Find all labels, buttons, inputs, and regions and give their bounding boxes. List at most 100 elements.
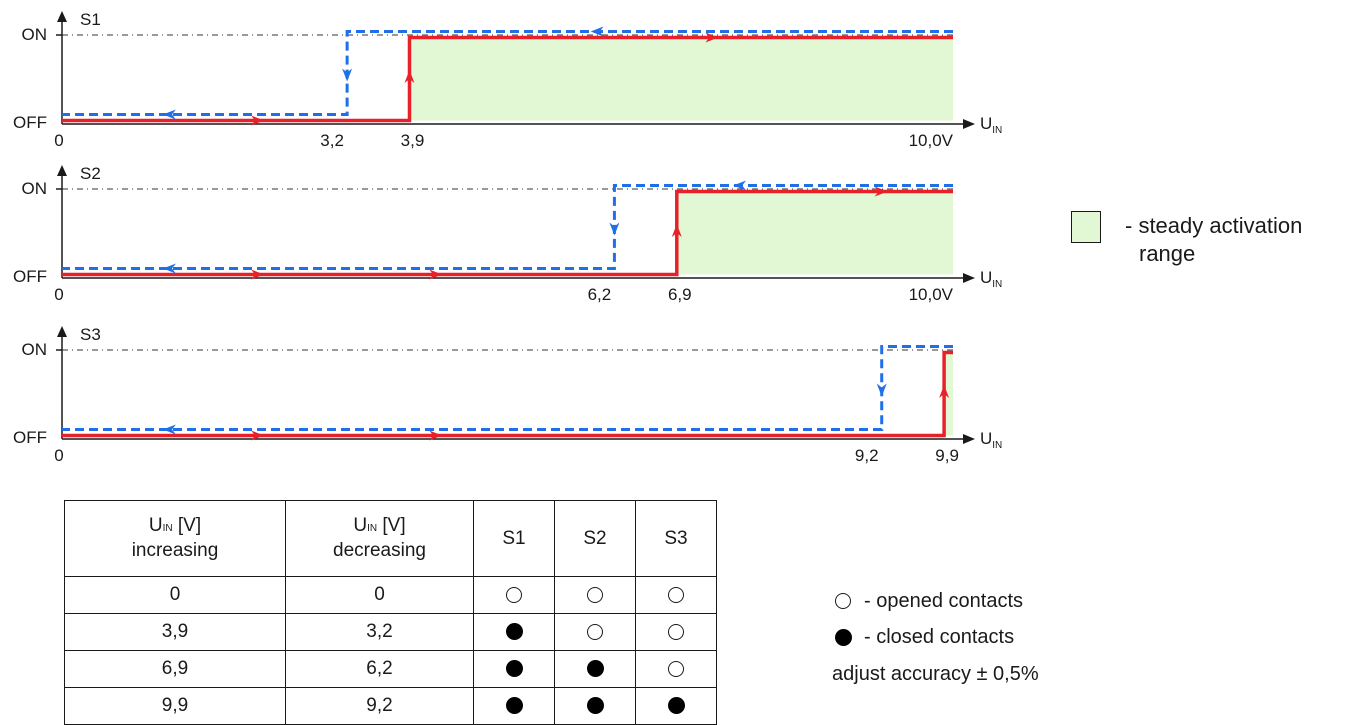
header-s1: S1 (473, 500, 555, 577)
x-tick-label: 6,9 (668, 285, 692, 304)
cell-state (635, 613, 717, 651)
off-state-label: OFF (13, 428, 47, 447)
switch-panel-2: S2 ON OFF UIN 0 6,2 6,9 10,0V (13, 164, 1002, 304)
table-row: 9,9 9,2 (64, 687, 717, 725)
cell-increasing: 9,9 (64, 687, 286, 725)
filled-circle-icon (834, 628, 852, 646)
cell-state (635, 687, 717, 725)
cell-state (473, 687, 555, 725)
direction-arrow-icon (404, 70, 415, 83)
cell-state (554, 613, 636, 651)
switching-table: UIN [V] increasing UIN [V] decreasing S1… (64, 500, 717, 725)
cell-state (473, 613, 555, 651)
steady-range-area (676, 191, 953, 275)
increasing-series-line (62, 350, 953, 438)
direction-arrow-icon (429, 269, 443, 280)
activation-legend-line2: range (1139, 241, 1196, 266)
on-state-label: ON (22, 340, 48, 359)
x-tick-label: 3,2 (320, 131, 344, 150)
cell-decreasing: 9,2 (285, 687, 474, 725)
steady-range-swatch (1071, 211, 1101, 243)
open-circle-icon (587, 623, 603, 640)
x-tick-label: 0 (54, 131, 63, 150)
cell-state (473, 650, 555, 688)
cell-state (554, 576, 636, 614)
table-row: 3,9 3,2 (64, 613, 717, 651)
table-row: 0 0 (64, 576, 717, 614)
open-circle-icon (835, 593, 851, 609)
x-tick-label: 9,2 (855, 446, 879, 465)
x-tick-label: 10,0V (909, 285, 954, 304)
x-tick-label: 10,0V (909, 131, 954, 150)
x-axis-arrow-icon (963, 434, 975, 444)
direction-arrow-icon (671, 224, 682, 237)
filled-circle-icon (505, 660, 523, 678)
direction-arrow-icon (251, 430, 265, 441)
direction-arrow-icon (939, 385, 950, 398)
cell-increasing: 3,9 (64, 613, 286, 651)
legend-closed: - closed contacts (830, 619, 1023, 655)
x-axis-label: UIN (980, 429, 1002, 451)
direction-arrow-icon (162, 263, 176, 274)
hysteresis-diagram: S1 ON OFF UIN 0 3,2 3,9 10,0V S2 ON OFF UIN 0 6,2 6,9 1… (13, 10, 1002, 465)
cell-state (473, 576, 555, 614)
open-circle-icon (668, 623, 684, 640)
direction-arrow-icon (874, 186, 888, 197)
filled-circle-icon (586, 660, 604, 678)
header-s2: S2 (554, 500, 636, 577)
cell-state (635, 650, 717, 688)
decreasing-series-line (62, 345, 953, 431)
switch-name-label: S3 (80, 325, 101, 344)
cell-increasing: 0 (64, 576, 286, 614)
switch-panel-3: S3 ON OFF UIN 0 9,2 9,9 (13, 325, 1002, 465)
x-tick-label: 0 (54, 446, 63, 465)
open-circle-icon (668, 660, 684, 677)
x-tick-label: 3,9 (401, 131, 425, 150)
filled-circle-icon (505, 697, 523, 715)
cell-increasing: 6,9 (64, 650, 286, 688)
header-s3: S3 (635, 500, 717, 577)
x-tick-label: 0 (54, 285, 63, 304)
switch-name-label: S2 (80, 164, 101, 183)
direction-arrow-icon (705, 32, 719, 43)
direction-arrow-icon (251, 269, 265, 280)
open-circle-icon (506, 586, 522, 603)
legend-opened: - opened contacts (830, 583, 1023, 619)
cell-decreasing: 6,2 (285, 650, 474, 688)
x-tick-label: 9,9 (935, 446, 959, 465)
switch-panel-1: S1 ON OFF UIN 0 3,2 3,9 10,0V (13, 10, 1002, 150)
steady-range-area (944, 352, 953, 436)
direction-arrow-icon (876, 383, 887, 397)
activation-legend-line1: - steady activation (1125, 213, 1303, 238)
filled-circle-icon (667, 697, 685, 715)
direction-arrow-icon (162, 424, 176, 435)
off-state-label: OFF (13, 113, 47, 132)
header-increasing: UIN [V] increasing (64, 500, 286, 577)
y-axis-arrow-icon (57, 11, 67, 22)
legend-opened-label: - opened contacts (864, 589, 1023, 612)
legend-closed-label: - closed contacts (864, 625, 1015, 648)
cell-decreasing: 0 (285, 576, 474, 614)
table-row: 6,9 6,2 (64, 650, 717, 688)
direction-arrow-icon (733, 180, 747, 191)
direction-arrow-icon (342, 68, 353, 82)
switch-name-label: S1 (80, 10, 101, 29)
table-header-row: UIN [V] increasing UIN [V] decreasing S1… (64, 500, 717, 577)
y-axis-arrow-icon (57, 165, 67, 176)
cell-state (554, 687, 636, 725)
steady-range-area (409, 37, 953, 121)
cell-state (635, 576, 717, 614)
x-axis-label: UIN (980, 268, 1002, 290)
cell-decreasing: 3,2 (285, 613, 474, 651)
filled-circle-icon (505, 623, 523, 641)
cell-state (554, 650, 636, 688)
open-circle-icon (587, 586, 603, 603)
y-axis-arrow-icon (57, 326, 67, 337)
accuracy-note: adjust accuracy ± 0,5% (832, 663, 1039, 685)
header-decreasing: UIN [V] decreasing (285, 500, 474, 577)
off-state-label: OFF (13, 267, 47, 286)
x-tick-label: 6,2 (588, 285, 612, 304)
direction-arrow-icon (590, 26, 604, 37)
direction-arrow-icon (251, 115, 265, 126)
x-axis-label: UIN (980, 114, 1002, 136)
